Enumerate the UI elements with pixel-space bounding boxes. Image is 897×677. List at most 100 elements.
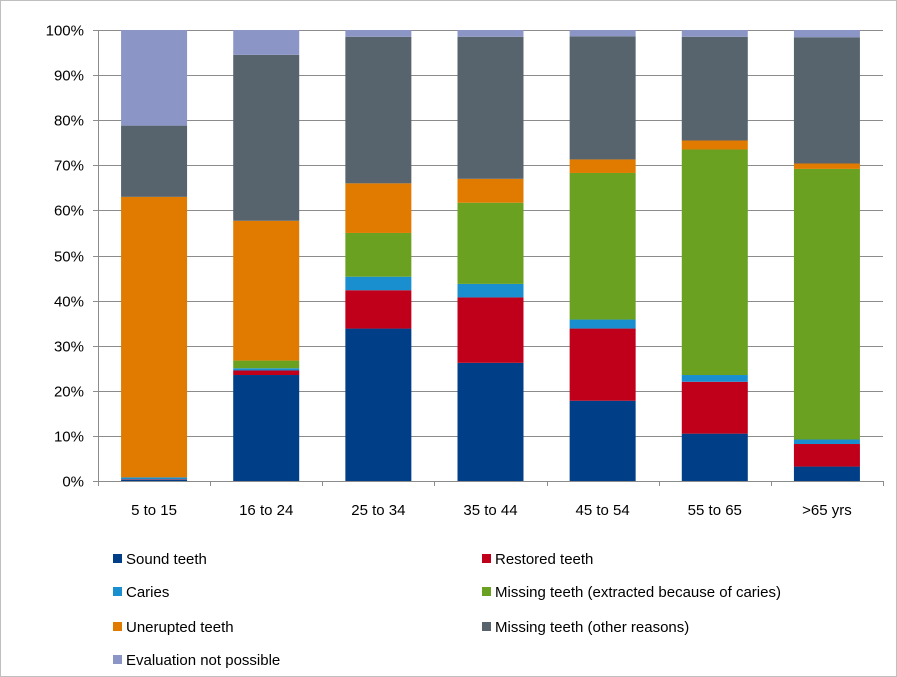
- y-tick-label: 90%: [54, 68, 84, 85]
- legend-item: Sound teeth: [113, 551, 207, 568]
- bar-stack: [121, 30, 188, 481]
- bar-segment: [681, 433, 748, 481]
- bar-segment: [233, 360, 300, 369]
- y-tick-label: 40%: [54, 294, 84, 311]
- bar-stack: [681, 30, 748, 481]
- legend-label: Missing teeth (extracted because of cari…: [495, 584, 781, 601]
- bar-segment: [345, 276, 412, 291]
- bar-segment: [121, 196, 188, 478]
- legend: Sound teeth Restored teeth Caries Missing t…: [113, 551, 781, 669]
- bar-segment: [569, 30, 636, 37]
- legend-label: Unerupted teeth: [126, 619, 234, 636]
- bar-segment: [345, 290, 412, 329]
- y-tick-label: 30%: [54, 339, 84, 356]
- bar-segment: [233, 30, 300, 55]
- bars: [121, 30, 860, 481]
- bar-segment: [121, 479, 188, 481]
- legend-swatch: [482, 622, 491, 631]
- bar-segment: [457, 202, 524, 284]
- bar-segment: [233, 375, 300, 481]
- bar-segment: [793, 168, 860, 440]
- bar-segment: [345, 30, 412, 37]
- bar-segment: [345, 36, 412, 184]
- bar-segment: [457, 30, 524, 37]
- bar-segment: [569, 400, 636, 481]
- bar-segment: [457, 297, 524, 363]
- bar-segment: [121, 477, 188, 480]
- bar-stack: [569, 30, 636, 481]
- x-tick-label: >65 yrs: [802, 502, 852, 519]
- bar-segment: [457, 36, 524, 179]
- y-tick-label: 10%: [54, 429, 84, 446]
- y-tick-label: 50%: [54, 249, 84, 266]
- bar-stack: [345, 30, 412, 481]
- bar-segment: [345, 183, 412, 233]
- bar-segment: [569, 319, 636, 329]
- bar-segment: [569, 36, 636, 160]
- bar-segment: [233, 54, 300, 221]
- x-tick-label: 55 to 65: [688, 502, 742, 519]
- y-tick-label: 20%: [54, 384, 84, 401]
- y-tick-label: 60%: [54, 203, 84, 220]
- bar-segment: [457, 362, 524, 481]
- legend-swatch: [482, 587, 491, 596]
- legend-swatch: [113, 655, 122, 664]
- legend-item: Evaluation not possible: [113, 652, 280, 669]
- legend-swatch: [482, 554, 491, 563]
- axes: [98, 30, 884, 486]
- bar-segment: [121, 125, 188, 197]
- bar-segment: [569, 328, 636, 401]
- bar-segment: [457, 283, 524, 298]
- legend-item: Unerupted teeth: [113, 619, 234, 636]
- bar-segment: [233, 220, 300, 361]
- bar-segment: [681, 381, 748, 434]
- bar-segment: [681, 375, 748, 382]
- y-axis-tick-labels: 0% 10% 20% 30% 40% 50% 60% 70% 80% 90% 100%: [46, 23, 84, 491]
- legend-item: Restored teeth: [482, 551, 593, 568]
- bar-segment: [569, 159, 636, 173]
- bar-segment: [793, 439, 860, 445]
- bar-segment: [793, 30, 860, 38]
- bar-segment: [793, 466, 860, 481]
- legend-item: Caries: [113, 584, 169, 601]
- legend-item: Missing teeth (extracted because of cari…: [482, 584, 781, 601]
- bar-segment: [233, 370, 300, 376]
- y-tick-label: 70%: [54, 158, 84, 175]
- bar-segment: [345, 328, 412, 481]
- y-tick-label: 100%: [46, 23, 84, 40]
- bar-segment: [569, 172, 636, 320]
- bar-stack: [457, 30, 524, 481]
- x-tick-label: 35 to 44: [463, 502, 517, 519]
- legend-label: Caries: [126, 584, 169, 601]
- x-tick-label: 16 to 24: [239, 502, 293, 519]
- bar-stack: [233, 30, 300, 481]
- legend-label: Missing teeth (other reasons): [495, 619, 689, 636]
- legend-swatch: [113, 554, 122, 563]
- x-tick-label: 5 to 15: [131, 502, 177, 519]
- bar-segment: [457, 178, 524, 203]
- bar-segment: [681, 30, 748, 37]
- legend-item: Missing teeth (other reasons): [482, 619, 689, 636]
- bar-segment: [793, 163, 860, 169]
- legend-swatch: [113, 587, 122, 596]
- bar-segment: [345, 232, 412, 277]
- x-tick-label: 25 to 34: [351, 502, 405, 519]
- x-tick-label: 45 to 54: [576, 502, 630, 519]
- y-tick-label: 80%: [54, 113, 84, 130]
- legend-label: Evaluation not possible: [126, 652, 280, 669]
- bar-segment: [681, 149, 748, 376]
- legend-label: Restored teeth: [495, 551, 593, 568]
- legend-swatch: [113, 622, 122, 631]
- bar-stack: [793, 30, 860, 481]
- bar-segment: [121, 30, 188, 126]
- bar-segment: [681, 36, 748, 141]
- bar-segment: [233, 368, 300, 371]
- bar-segment: [793, 444, 860, 467]
- bar-segment: [793, 37, 860, 164]
- y-tick-label: 0%: [62, 474, 84, 491]
- x-axis-tick-labels: 5 to 15 16 to 24 25 to 34 35 to 44 45 to 54 5…: [131, 502, 852, 519]
- bar-segment: [681, 140, 748, 150]
- legend-label: Sound teeth: [126, 551, 207, 568]
